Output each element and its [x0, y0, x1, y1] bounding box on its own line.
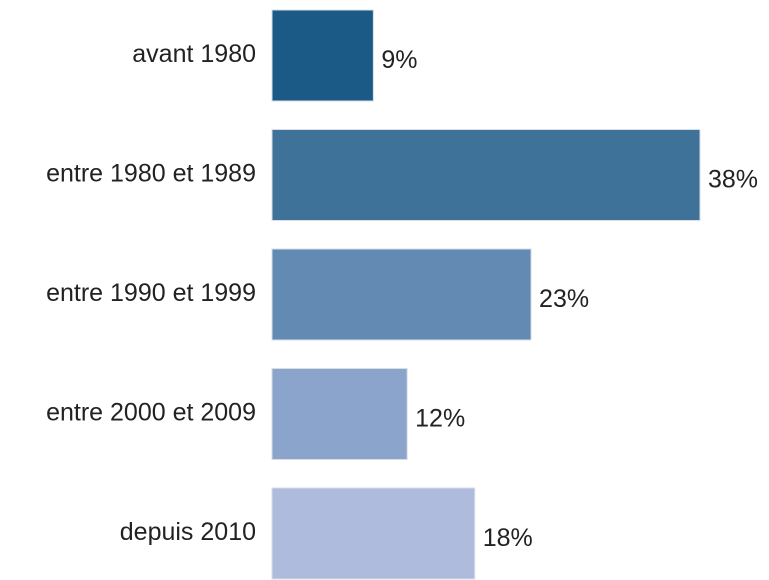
category-label: depuis 2010	[120, 518, 256, 546]
value-label: 38%	[708, 166, 758, 194]
value-label: 9%	[381, 46, 417, 74]
bar	[271, 487, 476, 580]
bar	[271, 9, 374, 102]
bar	[271, 129, 701, 221]
category-label: entre 1980 et 1989	[46, 160, 256, 188]
category-label: avant 1980	[132, 40, 256, 68]
value-label: 18%	[483, 524, 533, 552]
bar	[271, 368, 408, 460]
category-label: entre 2000 et 2009	[46, 399, 256, 427]
bar	[271, 248, 532, 341]
category-label: entre 1990 et 1999	[46, 279, 256, 307]
value-label: 12%	[415, 405, 465, 433]
value-label: 23%	[539, 285, 589, 313]
